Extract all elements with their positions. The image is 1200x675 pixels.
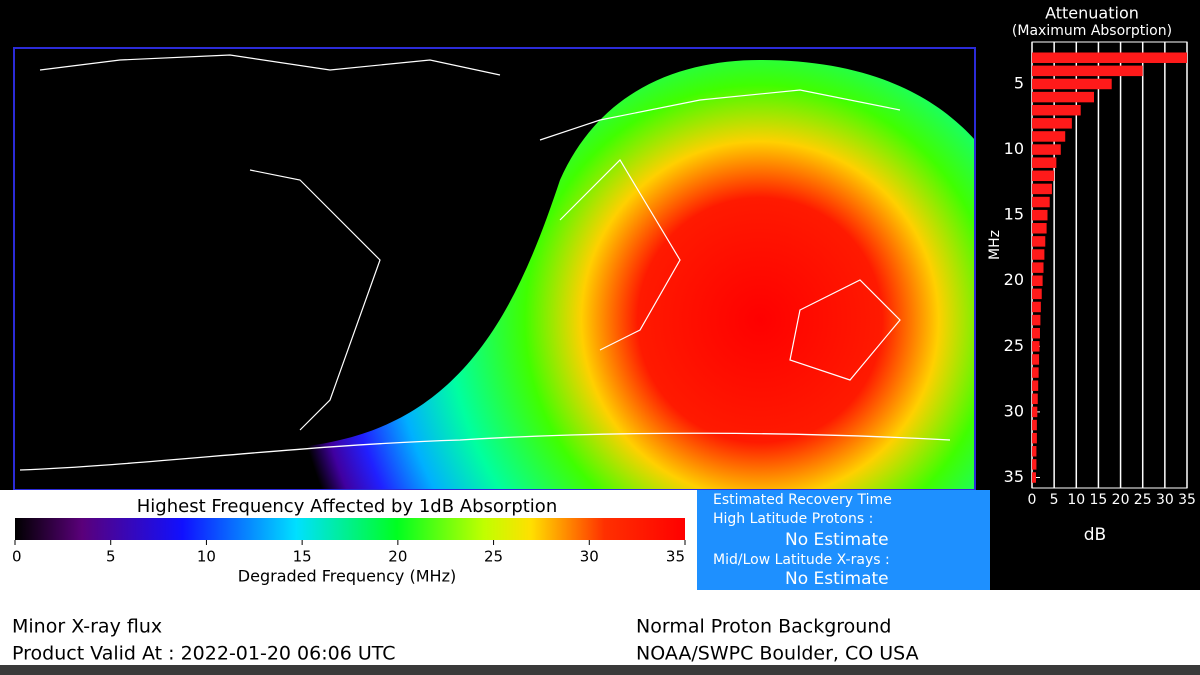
- y-tick-label: 35: [1004, 467, 1024, 486]
- bar: [1032, 419, 1037, 431]
- bar: [1032, 262, 1044, 273]
- map: [14, 54, 975, 490]
- x-tick-label: 20: [1112, 492, 1130, 508]
- bar: [1032, 459, 1037, 470]
- bar: [1032, 209, 1048, 221]
- footer: [0, 590, 1200, 665]
- bar: [1032, 354, 1040, 365]
- footer-bar: [0, 665, 1200, 675]
- colorbar-tick-label: 30: [580, 548, 599, 566]
- bar: [1032, 472, 1036, 483]
- y-tick-label: 10: [1004, 139, 1024, 158]
- bar: [1032, 236, 1046, 247]
- bar: [1032, 78, 1112, 90]
- bar: [1032, 223, 1047, 234]
- bar: [1032, 157, 1057, 168]
- bar: [1032, 301, 1041, 313]
- x-tick-label: 10: [1067, 492, 1085, 508]
- bar: [1032, 432, 1037, 444]
- colorbar-label: Degraded Frequency (MHz): [238, 567, 456, 586]
- colorbar-tick-label: 25: [484, 548, 503, 566]
- bar: [1032, 196, 1050, 208]
- bar: [1032, 406, 1038, 418]
- y-axis-label: MHz: [987, 230, 1003, 260]
- colorbar-tick-label: 0: [12, 548, 22, 566]
- bar: [1032, 91, 1094, 103]
- y-tick-label: 25: [1004, 336, 1024, 355]
- recovery-label: High Latitude Protons :: [713, 511, 873, 527]
- bar: [1032, 183, 1052, 195]
- bar: [1032, 275, 1043, 286]
- x-tick-label: 0: [1028, 492, 1037, 508]
- y-tick-label: 20: [1004, 270, 1024, 289]
- bar: [1032, 170, 1055, 182]
- bar: [1032, 118, 1072, 129]
- footer-text: Normal Proton Background: [636, 616, 891, 638]
- bar: [1032, 131, 1066, 142]
- bar: [1032, 380, 1039, 391]
- bar: [1032, 327, 1040, 339]
- footer-text: Minor X-ray flux: [12, 616, 162, 638]
- bar: [1032, 314, 1041, 326]
- colorbar-tick-label: 10: [197, 548, 216, 566]
- bar: [1032, 52, 1187, 63]
- recovery-label: Mid/Low Latitude X-rays :: [713, 552, 890, 568]
- map-title: Highest Frequency Affected by 1dB Absorp…: [137, 496, 557, 517]
- colorbar-tick-label: 15: [293, 548, 312, 566]
- recovery-value: No Estimate: [785, 530, 889, 550]
- bar: [1032, 65, 1143, 77]
- bar: [1032, 249, 1045, 260]
- coastline: [19, 432, 951, 471]
- colorbar-tick-label: 20: [388, 548, 407, 566]
- bar: [1032, 288, 1042, 300]
- absorption-region: [14, 60, 975, 490]
- y-tick-label: 15: [1004, 205, 1024, 224]
- bar: [1032, 144, 1061, 155]
- bar: [1032, 446, 1037, 457]
- bar: [1032, 341, 1040, 352]
- x-tick-label: 35: [1178, 492, 1196, 508]
- colorbar-tick-label: 5: [106, 548, 116, 566]
- y-tick-label: 5: [1014, 73, 1024, 92]
- colorbar: [15, 518, 685, 540]
- x-tick-label: 25: [1134, 492, 1152, 508]
- footer-text: NOAA/SWPC Boulder, CO USA: [636, 643, 919, 665]
- x-axis-label: dB: [1084, 525, 1106, 545]
- bar: [1032, 393, 1038, 405]
- footer-text: Product Valid At : 2022-01-20 06:06 UTC: [12, 643, 396, 665]
- coastline: [39, 54, 901, 431]
- chart-subtitle: (Maximum Absorption): [1012, 23, 1172, 39]
- x-tick-label: 30: [1156, 492, 1174, 508]
- x-tick-label: 15: [1090, 492, 1108, 508]
- recovery-panel: [697, 490, 990, 590]
- y-tick-label: 30: [1004, 401, 1024, 420]
- recovery-title: Estimated Recovery Time: [713, 492, 892, 508]
- colorbar-tick-label: 35: [666, 548, 685, 566]
- x-tick-label: 5: [1050, 492, 1059, 508]
- chart-title: Attenuation: [1045, 4, 1139, 23]
- bar: [1032, 367, 1039, 378]
- bar: [1032, 104, 1081, 116]
- recovery-value: No Estimate: [785, 569, 889, 589]
